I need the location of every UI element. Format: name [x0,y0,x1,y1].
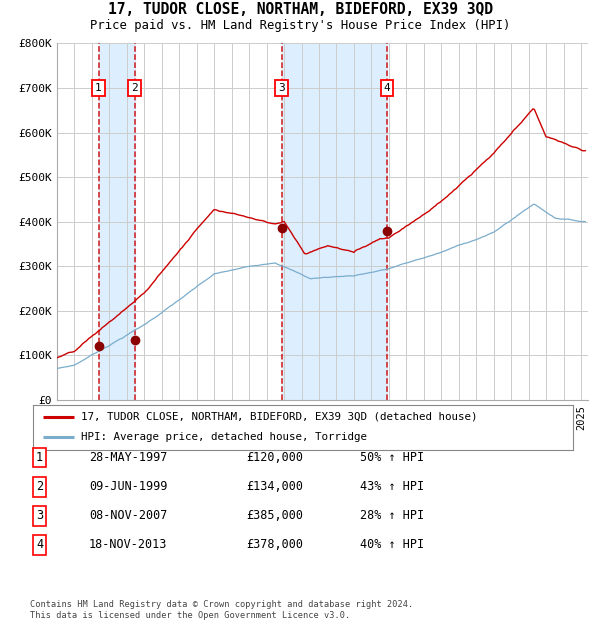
Text: Contains HM Land Registry data © Crown copyright and database right 2024.: Contains HM Land Registry data © Crown c… [30,600,413,609]
Text: This data is licensed under the Open Government Licence v3.0.: This data is licensed under the Open Gov… [30,611,350,620]
Text: 08-NOV-2007: 08-NOV-2007 [89,510,167,522]
Text: £385,000: £385,000 [246,510,303,522]
Text: 2: 2 [36,480,43,493]
Text: 3: 3 [278,83,285,93]
Text: 2: 2 [131,83,138,93]
Text: £134,000: £134,000 [246,480,303,493]
Text: 4: 4 [383,83,390,93]
Text: £120,000: £120,000 [246,451,303,464]
Text: 17, TUDOR CLOSE, NORTHAM, BIDEFORD, EX39 3QD: 17, TUDOR CLOSE, NORTHAM, BIDEFORD, EX39… [107,1,493,17]
Text: 09-JUN-1999: 09-JUN-1999 [89,480,167,493]
Text: 28-MAY-1997: 28-MAY-1997 [89,451,167,464]
Text: 1: 1 [95,83,102,93]
Text: HPI: Average price, detached house, Torridge: HPI: Average price, detached house, Torr… [80,432,367,443]
Text: 1: 1 [36,451,43,464]
Bar [98,43,134,400]
Text: 28% ↑ HPI: 28% ↑ HPI [360,510,424,522]
Text: 3: 3 [36,510,43,522]
Text: 50% ↑ HPI: 50% ↑ HPI [360,451,424,464]
Text: 17, TUDOR CLOSE, NORTHAM, BIDEFORD, EX39 3QD (detached house): 17, TUDOR CLOSE, NORTHAM, BIDEFORD, EX39… [80,412,477,422]
Bar [281,43,387,400]
Text: 18-NOV-2013: 18-NOV-2013 [89,539,167,551]
Text: 40% ↑ HPI: 40% ↑ HPI [360,539,424,551]
Text: 43% ↑ HPI: 43% ↑ HPI [360,480,424,493]
Text: Price paid vs. HM Land Registry's House Price Index (HPI): Price paid vs. HM Land Registry's House … [90,19,510,32]
Text: £378,000: £378,000 [246,539,303,551]
Text: 4: 4 [36,539,43,551]
